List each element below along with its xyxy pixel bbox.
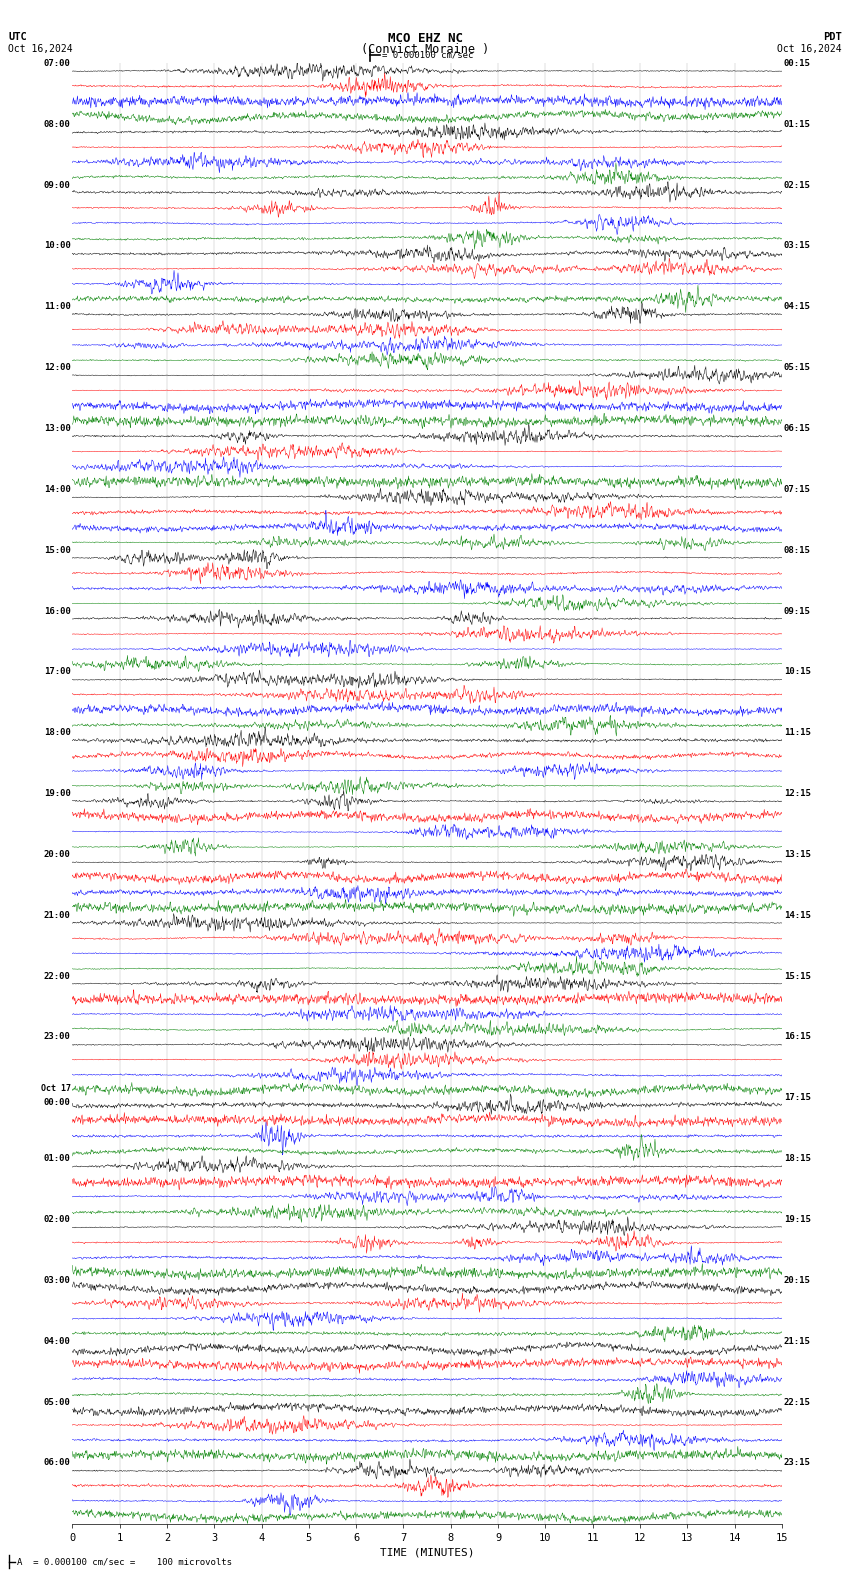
Text: A  = 0.000100 cm/sec =    100 microvolts: A = 0.000100 cm/sec = 100 microvolts — [17, 1557, 232, 1567]
Text: 02:00: 02:00 — [43, 1215, 71, 1224]
Text: 14:00: 14:00 — [43, 485, 71, 494]
Text: 06:00: 06:00 — [43, 1459, 71, 1467]
Text: 02:15: 02:15 — [784, 181, 811, 190]
Text: 04:15: 04:15 — [784, 303, 811, 312]
Text: Oct 16,2024: Oct 16,2024 — [8, 44, 73, 54]
Text: 01:15: 01:15 — [784, 120, 811, 128]
Text: 00:15: 00:15 — [784, 59, 811, 68]
Text: 11:15: 11:15 — [784, 729, 811, 737]
Text: 03:15: 03:15 — [784, 241, 811, 250]
Text: 09:15: 09:15 — [784, 607, 811, 616]
Text: 18:00: 18:00 — [43, 729, 71, 737]
Text: Oct 17: Oct 17 — [41, 1083, 71, 1093]
Text: 22:15: 22:15 — [784, 1397, 811, 1407]
Text: = 0.000100 cm/sec: = 0.000100 cm/sec — [382, 51, 473, 60]
Text: 10:00: 10:00 — [43, 241, 71, 250]
Text: 03:00: 03:00 — [43, 1275, 71, 1285]
Text: 22:00: 22:00 — [43, 971, 71, 980]
Text: 07:00: 07:00 — [43, 59, 71, 68]
Text: MCO EHZ NC: MCO EHZ NC — [388, 32, 462, 44]
Text: 01:00: 01:00 — [43, 1155, 71, 1163]
Text: PDT: PDT — [823, 32, 842, 41]
Text: 21:00: 21:00 — [43, 911, 71, 920]
Text: 17:15: 17:15 — [784, 1093, 811, 1102]
Text: Oct 16,2024: Oct 16,2024 — [777, 44, 842, 54]
Text: 05:15: 05:15 — [784, 363, 811, 372]
Text: 11:00: 11:00 — [43, 303, 71, 312]
Text: 09:00: 09:00 — [43, 181, 71, 190]
Text: 17:00: 17:00 — [43, 667, 71, 676]
Text: 13:15: 13:15 — [784, 851, 811, 859]
Text: 20:15: 20:15 — [784, 1275, 811, 1285]
Text: 21:15: 21:15 — [784, 1337, 811, 1346]
Text: 15:15: 15:15 — [784, 971, 811, 980]
Text: UTC: UTC — [8, 32, 27, 41]
Text: 19:00: 19:00 — [43, 789, 71, 798]
Text: 10:15: 10:15 — [784, 667, 811, 676]
Text: 19:15: 19:15 — [784, 1215, 811, 1224]
Text: 12:00: 12:00 — [43, 363, 71, 372]
Text: 06:15: 06:15 — [784, 425, 811, 432]
Text: 12:15: 12:15 — [784, 789, 811, 798]
X-axis label: TIME (MINUTES): TIME (MINUTES) — [380, 1548, 474, 1557]
Text: 15:00: 15:00 — [43, 545, 71, 554]
Text: 14:15: 14:15 — [784, 911, 811, 920]
Text: 16:15: 16:15 — [784, 1033, 811, 1042]
Text: 18:15: 18:15 — [784, 1155, 811, 1163]
Text: 08:15: 08:15 — [784, 545, 811, 554]
Text: 00:00: 00:00 — [43, 1098, 71, 1107]
Text: (Convict Moraine ): (Convict Moraine ) — [361, 43, 489, 55]
Text: 23:15: 23:15 — [784, 1459, 811, 1467]
Text: 05:00: 05:00 — [43, 1397, 71, 1407]
Text: 23:00: 23:00 — [43, 1033, 71, 1042]
Text: 04:00: 04:00 — [43, 1337, 71, 1346]
Text: 08:00: 08:00 — [43, 120, 71, 128]
Text: 07:15: 07:15 — [784, 485, 811, 494]
Text: 20:00: 20:00 — [43, 851, 71, 859]
Text: 16:00: 16:00 — [43, 607, 71, 616]
Text: 13:00: 13:00 — [43, 425, 71, 432]
